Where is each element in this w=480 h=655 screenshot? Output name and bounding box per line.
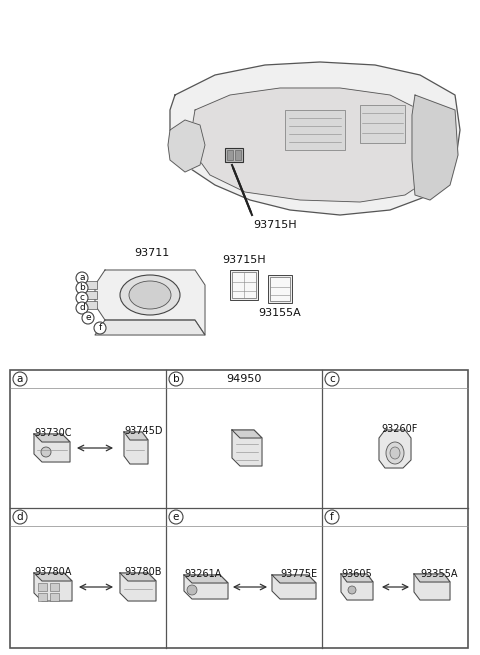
Circle shape <box>13 372 27 386</box>
Text: e: e <box>173 512 179 522</box>
Text: 93155A: 93155A <box>259 308 301 318</box>
Text: b: b <box>79 284 85 293</box>
Polygon shape <box>232 430 262 466</box>
Polygon shape <box>341 574 373 582</box>
Polygon shape <box>184 575 228 599</box>
Bar <box>270 277 290 301</box>
Polygon shape <box>170 62 460 215</box>
Text: 93780B: 93780B <box>124 567 161 577</box>
Polygon shape <box>124 432 148 440</box>
Bar <box>230 270 258 300</box>
Polygon shape <box>120 573 156 601</box>
Bar <box>268 275 292 303</box>
Polygon shape <box>414 574 450 582</box>
Text: d: d <box>79 303 85 312</box>
Text: 94950: 94950 <box>226 374 262 384</box>
Circle shape <box>187 585 197 595</box>
Bar <box>38 593 47 601</box>
Circle shape <box>325 372 339 386</box>
Circle shape <box>348 586 356 594</box>
Polygon shape <box>412 95 458 200</box>
Circle shape <box>169 372 183 386</box>
Polygon shape <box>34 573 72 581</box>
Text: a: a <box>79 274 85 282</box>
Circle shape <box>169 510 183 524</box>
Circle shape <box>76 302 88 314</box>
Bar <box>50 593 59 601</box>
Polygon shape <box>34 434 70 462</box>
Polygon shape <box>34 434 70 442</box>
Polygon shape <box>95 270 205 335</box>
Bar <box>83 281 97 289</box>
Polygon shape <box>124 432 148 464</box>
Text: 93775E: 93775E <box>280 569 317 579</box>
Polygon shape <box>120 573 156 581</box>
Text: 93745D: 93745D <box>124 426 163 436</box>
Polygon shape <box>414 574 450 600</box>
Text: f: f <box>330 512 334 522</box>
Polygon shape <box>168 120 205 172</box>
Bar <box>83 301 97 309</box>
Bar <box>360 105 405 143</box>
Polygon shape <box>95 320 205 335</box>
Text: f: f <box>98 324 102 333</box>
Circle shape <box>325 510 339 524</box>
Circle shape <box>13 510 27 524</box>
Polygon shape <box>272 575 316 599</box>
Circle shape <box>76 292 88 304</box>
Bar <box>83 291 97 299</box>
Polygon shape <box>192 88 445 202</box>
Text: c: c <box>329 374 335 384</box>
Ellipse shape <box>129 281 171 309</box>
Text: c: c <box>80 293 84 303</box>
Bar <box>10 370 468 648</box>
Circle shape <box>76 282 88 294</box>
Text: 93355A: 93355A <box>420 569 457 579</box>
Text: d: d <box>17 512 24 522</box>
Text: 93261A: 93261A <box>184 569 221 579</box>
Text: 93260F: 93260F <box>382 424 418 434</box>
Text: 93711: 93711 <box>134 248 169 258</box>
Bar <box>285 110 345 150</box>
Polygon shape <box>272 575 316 583</box>
Text: a: a <box>17 374 23 384</box>
Circle shape <box>76 272 88 284</box>
Bar <box>38 583 47 591</box>
Text: 93715H: 93715H <box>253 220 297 230</box>
Bar <box>50 583 59 591</box>
Bar <box>232 272 256 298</box>
Bar <box>227 150 233 160</box>
Bar <box>225 148 243 162</box>
Polygon shape <box>184 575 228 583</box>
Text: 93715H: 93715H <box>222 255 266 265</box>
Circle shape <box>94 322 106 334</box>
Text: 93605: 93605 <box>341 569 372 579</box>
Ellipse shape <box>386 442 404 464</box>
Text: e: e <box>85 314 91 322</box>
Text: b: b <box>173 374 180 384</box>
Ellipse shape <box>120 275 180 315</box>
Circle shape <box>82 312 94 324</box>
Polygon shape <box>341 574 373 600</box>
Text: 93730C: 93730C <box>34 428 72 438</box>
Polygon shape <box>34 573 72 601</box>
Polygon shape <box>232 430 262 438</box>
Circle shape <box>41 447 51 457</box>
Polygon shape <box>379 430 411 468</box>
Ellipse shape <box>390 447 400 459</box>
Bar <box>235 150 241 160</box>
Text: 93780A: 93780A <box>34 567 72 577</box>
